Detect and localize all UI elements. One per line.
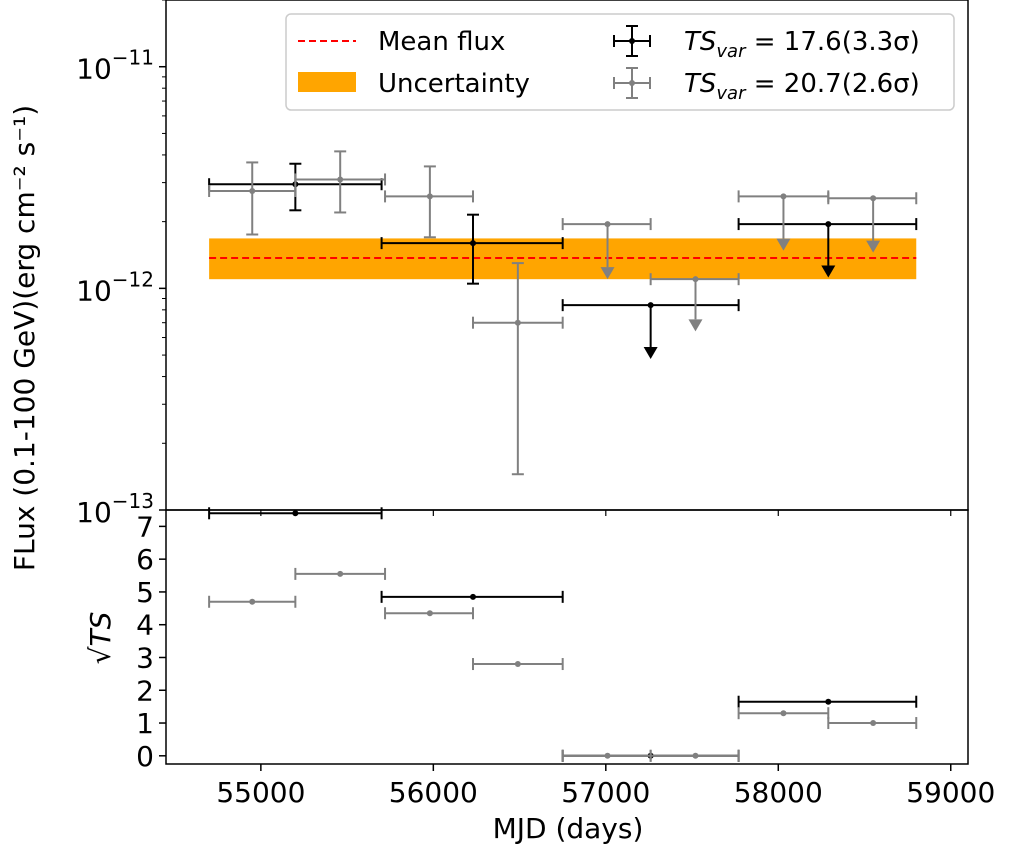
bottom-y-tick-label-4: 4 xyxy=(136,609,154,642)
bottom-y-axis-label: √TS xyxy=(84,612,117,665)
flux-point-s1-4-marker xyxy=(825,221,832,228)
sqrt-ts-point-s2-7 xyxy=(737,707,830,720)
flux-series-1 xyxy=(208,162,918,360)
x-tick-label-56000: 56000 xyxy=(389,776,478,809)
top-y-axis-label: FLux (0.1-100 GeV)(erg cm⁻² s⁻¹) xyxy=(8,105,41,571)
sqrt-ts-point-s2-4-marker xyxy=(514,661,521,668)
sqrt-ts-point-s1-1 xyxy=(208,507,383,520)
bottom-y-tick-label-1: 1 xyxy=(136,707,154,740)
sqrt-ts-point-s2-6-marker xyxy=(692,752,699,759)
top-y-tick-label: 10−13 xyxy=(76,489,154,529)
flux-point-s2-6-marker xyxy=(692,276,699,283)
sqrt-ts-point-s2-3-marker xyxy=(426,610,433,617)
sqrt-ts-point-s1-2-marker xyxy=(470,593,477,600)
flux-point-s1-3-marker xyxy=(647,302,654,309)
bottom-y-tick-label-2: 2 xyxy=(136,674,154,707)
legend-series2-label: TSvar = 20.7(2.6σ) xyxy=(684,69,920,104)
flux-point-s2-6-ul-arrowhead xyxy=(688,319,703,332)
sqrt-ts-point-s1-4 xyxy=(737,695,918,708)
bottom-y-tick-label-6: 6 xyxy=(136,543,154,576)
x-tick-label-55000: 55000 xyxy=(216,776,305,809)
axes-layer: 55000 56000 57000 58000 59000 10−11 10−12 10−13… xyxy=(76,0,995,809)
flux-point-s1-3 xyxy=(561,299,740,360)
flux-point-s2-8-ul-arrowhead xyxy=(866,240,881,253)
legend-series1-swatch xyxy=(613,25,651,57)
legend-frame xyxy=(285,13,955,111)
flux-point-s2-4 xyxy=(472,262,564,476)
sqrt-ts-point-s2-8-marker xyxy=(870,720,877,727)
flux-point-s2-3-marker xyxy=(426,193,433,200)
sqrt-ts-point-s2-1-marker xyxy=(249,598,256,605)
flux-point-s1-4-ul-arrowhead xyxy=(821,265,836,278)
flux-point-s2-7-marker xyxy=(780,193,787,200)
bottom-y-tick-label-0: 0 xyxy=(136,740,154,773)
flux-point-s2-5-ul-arrowhead xyxy=(600,267,615,280)
sqrt-ts-point-s2-5-marker xyxy=(604,752,611,759)
flux-point-s1-3-ul-arrowhead xyxy=(643,347,658,360)
bottom-y-tick-label-3: 3 xyxy=(136,641,154,674)
flux-point-s1-4 xyxy=(737,218,918,278)
sqrt-ts-point-s2-8 xyxy=(827,717,918,730)
flux-point-s2-7 xyxy=(737,190,830,251)
flux-point-s2-5 xyxy=(561,218,652,280)
flux-point-s2-3 xyxy=(384,165,475,239)
sqrt-ts-point-s2-1 xyxy=(208,595,297,608)
flux-series-2 xyxy=(208,150,918,476)
sqrt-ts-point-s1-2 xyxy=(380,590,564,603)
flux-point-s2-2 xyxy=(294,150,387,214)
sqrt-ts-point-s2-6 xyxy=(649,749,740,762)
flux-point-s2-8 xyxy=(827,192,918,253)
bottom-y-tick-label-5: 5 xyxy=(136,576,154,609)
legend-series2-swatch xyxy=(613,67,651,99)
sqrt-ts-point-s2-4 xyxy=(472,658,564,671)
sqrt-ts-data-layer xyxy=(208,507,918,762)
sqrt-ts-series-1 xyxy=(208,507,918,762)
x-tick-label-59000: 59000 xyxy=(906,776,995,809)
flux-point-s2-8-marker xyxy=(870,195,877,202)
flux-point-s2-7-ul-arrowhead xyxy=(776,238,791,251)
sqrt-ts-point-s2-2 xyxy=(294,567,387,580)
top-y-tick-label: 10−11 xyxy=(76,46,154,86)
flux-point-s2-4-marker xyxy=(514,319,521,326)
sqrt-ts-point-s2-5 xyxy=(561,749,652,762)
flux-data-layer xyxy=(208,150,918,476)
bottom-plot-frame xyxy=(165,509,969,765)
flux-point-s1-2-marker xyxy=(470,240,477,247)
x-tick-label-58000: 58000 xyxy=(734,776,823,809)
x-tick-label-57000: 57000 xyxy=(561,776,650,809)
sqrt-ts-point-s2-2-marker xyxy=(337,570,344,577)
legend-uncertainty-swatch xyxy=(298,72,356,92)
flux-point-s2-6 xyxy=(649,273,740,332)
legend-uncertainty-label: Uncertainty xyxy=(378,69,530,99)
sqrt-ts-point-s2-7-marker xyxy=(780,710,787,717)
flux-point-s2-2-marker xyxy=(337,176,344,183)
sqrt-ts-point-s1-1-marker xyxy=(292,510,299,517)
sqrt-ts-point-s1-4-marker xyxy=(825,698,832,705)
flux-point-s2-1-marker xyxy=(249,187,256,194)
bottom-y-tick-label-7: 7 xyxy=(136,510,154,543)
x-axis-label: MJD (days) xyxy=(493,812,644,845)
top-y-tick-label: 10−12 xyxy=(76,267,154,307)
legend: Mean flux Uncertainty TSvar = 17.6(3.3σ)… xyxy=(285,13,955,111)
flux-point-s2-5-marker xyxy=(604,221,611,228)
sqrt-ts-series-2 xyxy=(208,567,918,762)
legend-series1-label: TSvar = 17.6(3.3σ) xyxy=(684,27,920,62)
flux-point-s1-2 xyxy=(380,213,564,285)
sqrt-ts-point-s2-3 xyxy=(384,607,475,620)
legend-mean-flux-label: Mean flux xyxy=(378,27,505,57)
flux-point-s2-1 xyxy=(208,161,297,236)
